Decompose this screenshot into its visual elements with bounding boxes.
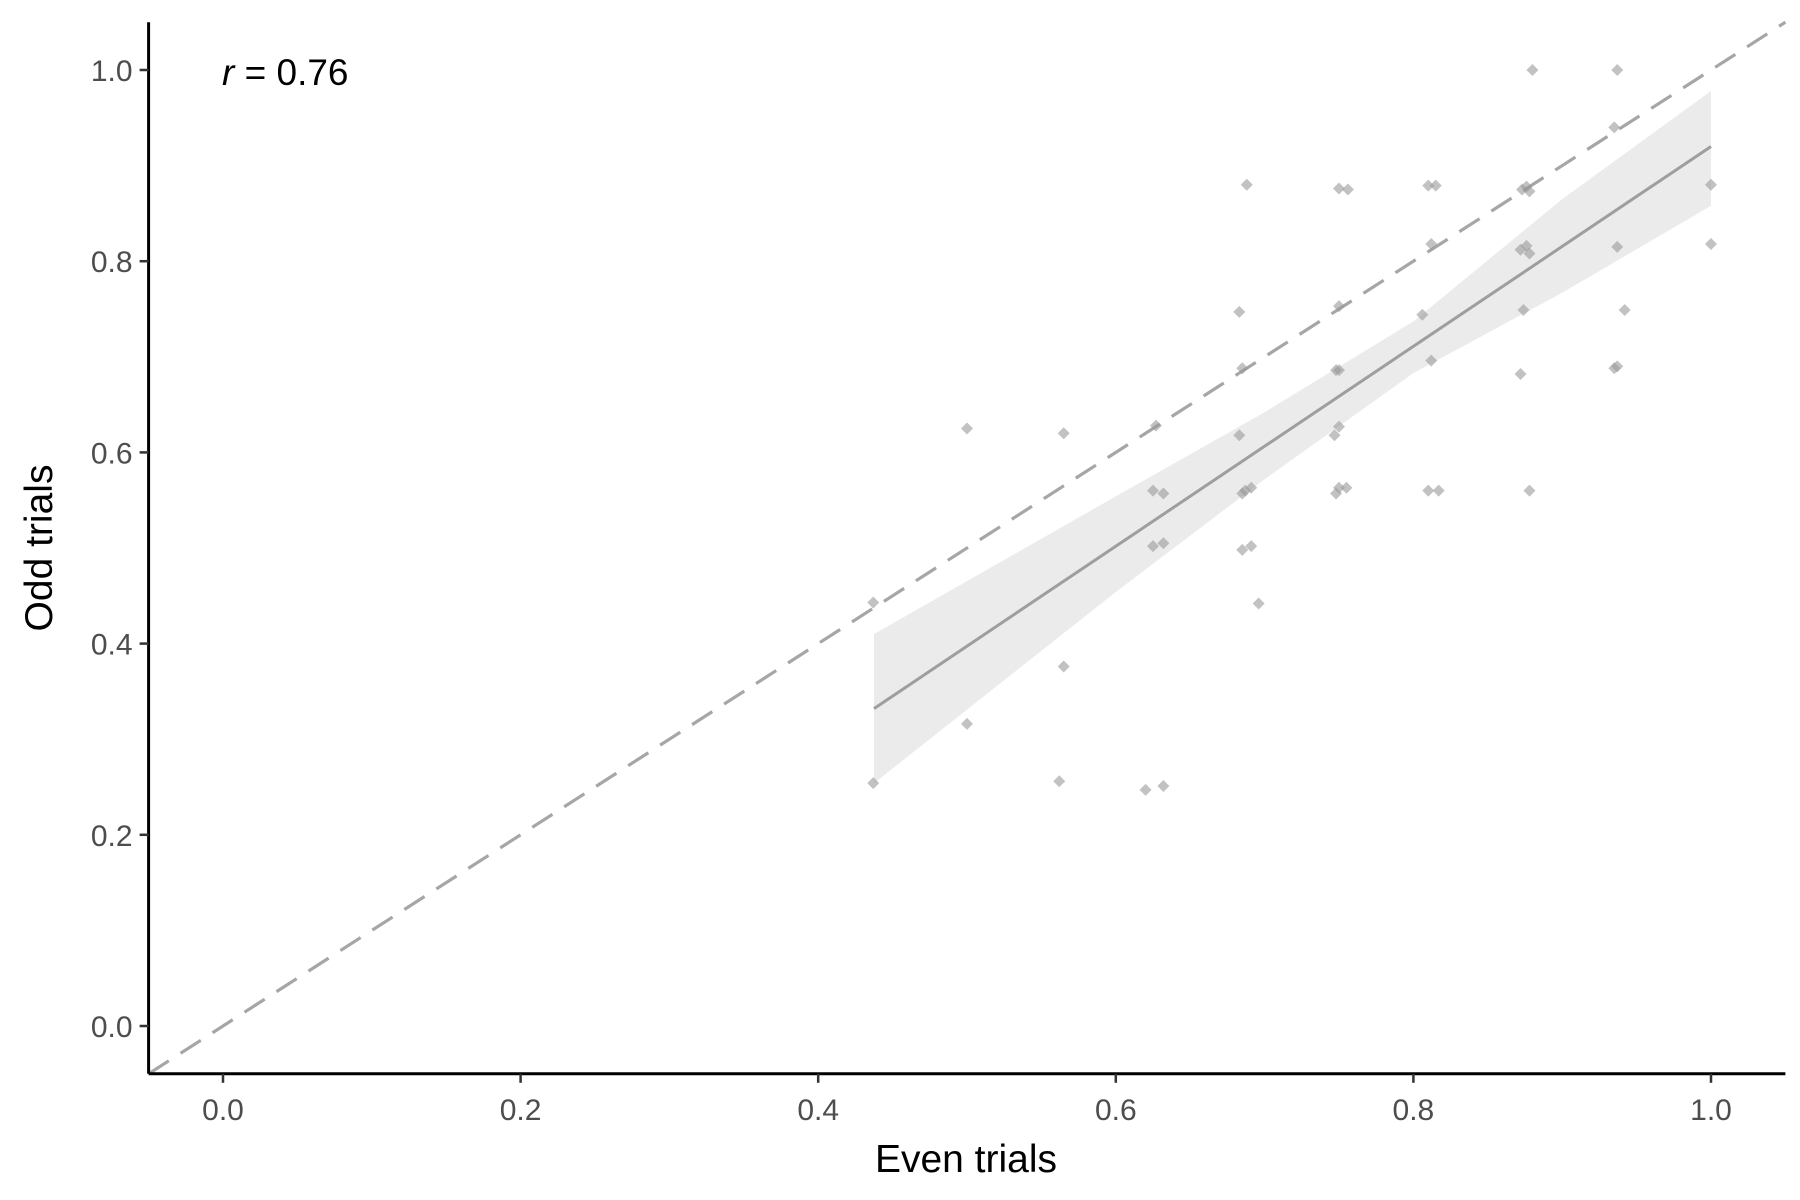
data-point	[1514, 368, 1527, 381]
data-point	[1245, 481, 1258, 494]
data-point	[1233, 305, 1246, 318]
data-point	[961, 717, 973, 730]
data-point	[1523, 185, 1536, 198]
data-point	[1340, 481, 1353, 494]
y-tick-label: 0.6	[91, 437, 133, 470]
data-point	[1705, 237, 1717, 250]
data-point	[1523, 484, 1536, 497]
x-tick-label: 0.0	[202, 1094, 244, 1127]
data-point	[1236, 362, 1249, 375]
data-point	[1233, 429, 1246, 442]
y-tick-label: 0.4	[91, 629, 133, 662]
data-point	[1157, 487, 1170, 500]
y-tick-label: 0.8	[91, 246, 133, 279]
data-point	[1053, 775, 1066, 788]
data-point	[1240, 178, 1253, 191]
data-point	[1139, 783, 1152, 796]
reference-line-layer	[147, 20, 1787, 1076]
x-tick-label: 0.8	[1393, 1094, 1435, 1127]
data-point	[867, 596, 880, 609]
data-point	[1526, 64, 1539, 76]
data-point	[1236, 543, 1249, 556]
y-tick-label: 0.2	[91, 820, 133, 853]
correlation-value: = 0.76	[234, 52, 348, 93]
x-tick-label: 1.0	[1690, 1094, 1732, 1127]
axes-layer	[147, 22, 1786, 1076]
y-axis-title: Odd trials	[18, 465, 61, 632]
data-point	[1157, 537, 1170, 550]
data-point	[1611, 64, 1624, 76]
identity-reference-line	[147, 20, 1787, 1076]
data-point	[1517, 303, 1530, 316]
data-point	[1618, 303, 1631, 316]
data-point	[1705, 178, 1717, 191]
data-point	[1057, 427, 1070, 440]
regression-line	[873, 145, 1712, 710]
confidence-band	[874, 91, 1711, 784]
data-point	[1333, 182, 1345, 195]
y-tick-label: 0.0	[91, 1011, 133, 1044]
tick-layer: 0.0 0.2 0.4 0.6 0.8 1.0 0.0 0.2 0.4 0.6 0.8 1.0	[91, 55, 1732, 1127]
data-point	[1608, 121, 1621, 134]
data-point	[1245, 540, 1258, 553]
x-tick-label: 0.2	[500, 1094, 542, 1127]
data-point	[1611, 360, 1624, 373]
data-point	[1523, 247, 1536, 260]
data-point	[1611, 240, 1624, 253]
data-point	[1422, 484, 1435, 497]
data-point	[1422, 179, 1435, 192]
confidence-band-layer	[874, 91, 1711, 784]
data-point	[1333, 420, 1345, 433]
data-point	[1341, 183, 1354, 196]
data-point	[1328, 429, 1341, 442]
data-points-layer	[867, 64, 1717, 796]
data-point	[1157, 780, 1170, 793]
data-point	[1147, 484, 1159, 497]
data-point	[1149, 419, 1162, 432]
data-point	[1425, 237, 1438, 250]
data-point	[1416, 308, 1429, 321]
data-point	[1236, 487, 1249, 500]
data-point	[961, 422, 973, 435]
correlation-annotation: r = 0.76	[222, 52, 349, 93]
data-point	[1425, 354, 1438, 367]
data-point	[1333, 300, 1345, 313]
x-axis-title: Even trials	[875, 1138, 1057, 1181]
data-point	[1330, 364, 1343, 377]
data-point	[1330, 487, 1343, 500]
y-tick-label: 1.0	[91, 55, 133, 88]
data-point	[1432, 484, 1445, 497]
data-point	[867, 777, 880, 790]
x-tick-label: 0.4	[797, 1094, 839, 1127]
x-tick-label: 0.6	[1095, 1094, 1137, 1127]
correlation-symbol: r	[222, 52, 236, 93]
data-point	[1429, 179, 1442, 192]
data-point	[1057, 660, 1070, 673]
regression-line-layer	[873, 145, 1712, 710]
data-point	[1252, 597, 1265, 610]
data-point	[1147, 540, 1159, 553]
